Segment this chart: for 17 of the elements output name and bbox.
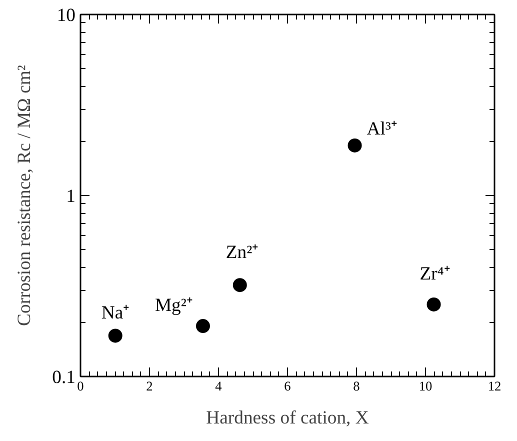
y-axis-title: Corrosion resistance, Rc / MΩ cm² [14,64,36,326]
x-axis-title: Hardness of cation, X [206,408,370,428]
annotation: Al³⁺ [366,118,398,140]
y-tick-label: 10 [56,5,76,26]
annotation: Zr⁴⁺ [420,263,450,284]
x-tick-label: 12 [488,378,502,394]
annotation: Na⁺ [101,302,130,324]
x-tick-label: 4 [215,378,222,394]
annotation: Zn²⁺ [226,242,258,264]
y-tick-label: 0.1 [52,367,76,388]
x-tick-label: 8 [353,378,360,394]
y-tick-label: 1 [66,186,76,207]
x-tick-label: 6 [284,378,292,394]
x-tick-label: 10 [418,378,432,394]
x-tick-label: 0 [77,378,84,394]
x-tick-label: 2 [146,378,153,394]
annotation: Mg²⁺ [154,295,192,316]
